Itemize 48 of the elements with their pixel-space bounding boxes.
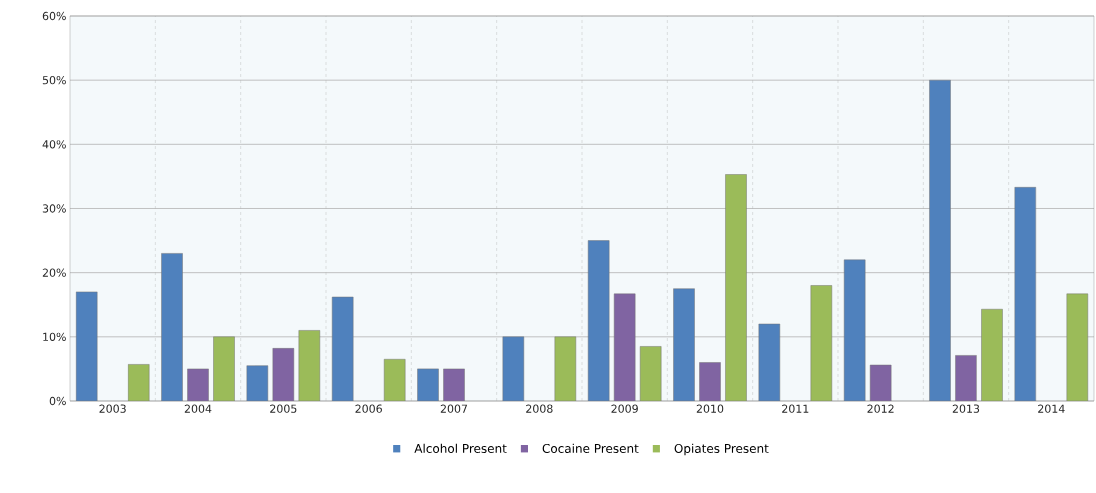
bar bbox=[699, 362, 721, 401]
bar bbox=[843, 259, 866, 401]
bar bbox=[929, 79, 951, 401]
x-tick-label: 2013 bbox=[952, 404, 980, 413]
x-tick-label: 2009 bbox=[611, 404, 638, 413]
bar bbox=[554, 336, 577, 401]
x-tick-label: 2007 bbox=[440, 404, 468, 413]
bar bbox=[1014, 187, 1037, 401]
bar bbox=[810, 285, 833, 401]
bar bbox=[331, 296, 354, 401]
bar bbox=[502, 336, 524, 401]
bar bbox=[758, 323, 781, 401]
legend-label: Opiates Present bbox=[674, 443, 769, 456]
bar bbox=[272, 348, 295, 401]
bar bbox=[869, 364, 892, 401]
bar bbox=[981, 308, 1003, 401]
bar bbox=[383, 359, 406, 401]
bar bbox=[127, 364, 150, 401]
y-tick-label: 50% bbox=[42, 76, 66, 85]
y-tick-label: 40% bbox=[42, 140, 66, 149]
bar bbox=[725, 174, 747, 401]
x-tick-label: 2008 bbox=[526, 404, 553, 413]
x-tick-label: 2006 bbox=[355, 404, 382, 413]
bar bbox=[246, 365, 269, 401]
x-tick-label: 2005 bbox=[270, 404, 297, 413]
legend-label: Alcohol Present bbox=[414, 443, 507, 453]
y-tick-label: 60% bbox=[42, 11, 66, 21]
bar bbox=[213, 336, 235, 401]
bar bbox=[955, 355, 977, 401]
bar bbox=[613, 293, 636, 401]
legend-label: Cocaine Present bbox=[542, 443, 639, 453]
x-tick-label: 2014 bbox=[1038, 404, 1065, 413]
bar bbox=[298, 330, 321, 401]
bar bbox=[1066, 293, 1089, 401]
bar bbox=[639, 346, 662, 401]
x-tick-label: 2012 bbox=[867, 404, 894, 413]
x-tick-label: 2003 bbox=[99, 404, 126, 413]
x-tick-label: 2010 bbox=[696, 404, 724, 413]
y-tick-label: 0% bbox=[49, 396, 66, 406]
x-tick-label: 2004 bbox=[184, 404, 212, 413]
bar bbox=[587, 240, 610, 401]
bar bbox=[161, 253, 183, 401]
y-tick-label: 20% bbox=[42, 268, 66, 277]
y-tick-label: 10% bbox=[43, 332, 66, 341]
x-tick-label: 2011 bbox=[782, 404, 809, 413]
bar bbox=[673, 288, 695, 401]
y-tick-label: 30% bbox=[42, 204, 66, 213]
bar bbox=[75, 291, 98, 401]
